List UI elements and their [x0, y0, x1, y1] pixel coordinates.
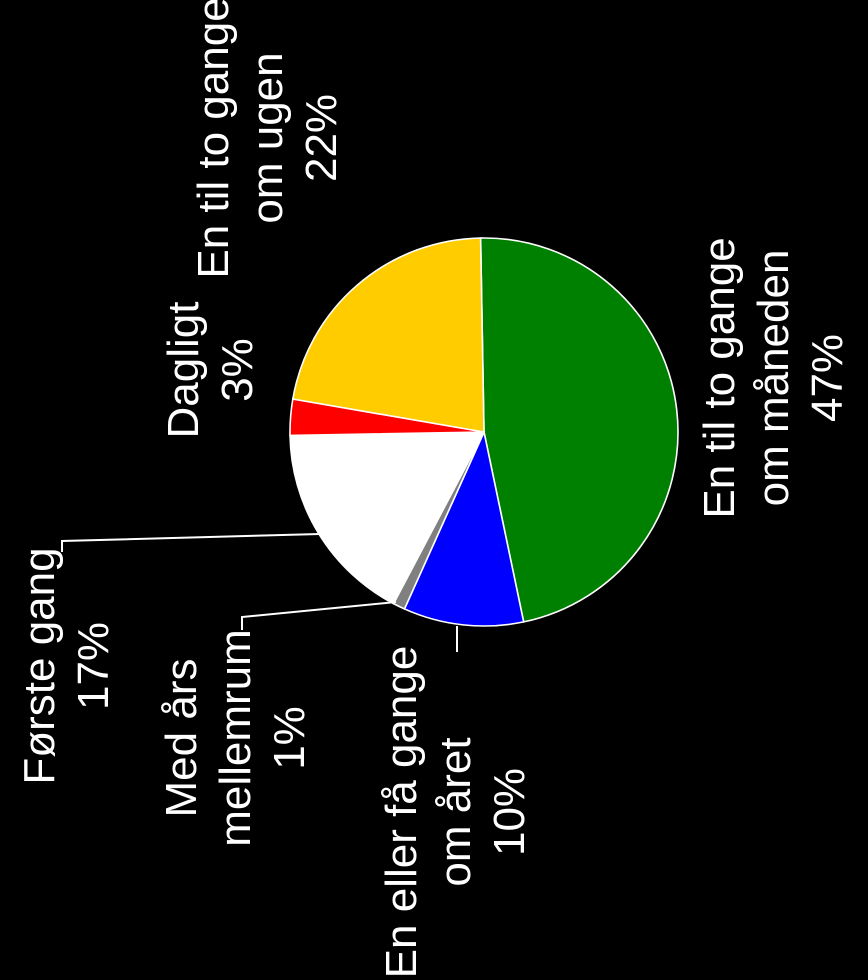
leader-line-foerste-gang — [61, 533, 321, 552]
pie-slice-5 — [291, 237, 485, 433]
label-dagligt: Dagligt 3% — [159, 302, 262, 439]
label-line: Med års — [157, 659, 206, 818]
pie-slice-1 — [403, 429, 525, 627]
value-label: 17% — [69, 622, 118, 710]
label-line: En til to gange — [189, 0, 238, 279]
label-foerste-gang: Første gang 17% — [15, 547, 118, 784]
label-line: Dagligt — [159, 302, 208, 439]
leader-line-med-aars-mellemrum — [241, 601, 397, 630]
leader-lines — [61, 533, 458, 652]
label-med-aars-mellemrum: Med års mellemrum 1% — [157, 629, 314, 847]
value-label: 10% — [485, 768, 534, 856]
label-line: om ugen — [243, 52, 292, 223]
value-label: 1% — [265, 706, 314, 770]
label-en-til-to-gange-maaneden: En til to gange om måneden 47% — [695, 237, 852, 518]
label-line: En til to gange — [695, 237, 744, 518]
label-line: om måneden — [749, 250, 798, 507]
pie-slices — [289, 237, 679, 627]
label-line: Første gang — [15, 547, 64, 784]
label-en-til-to-gange-ugen: En til to gange om ugen 22% — [189, 0, 346, 279]
label-line: om året — [431, 737, 480, 886]
pie-slice-0 — [479, 237, 679, 623]
value-label: 47% — [803, 334, 852, 422]
label-line: En eller få gange — [377, 646, 426, 979]
label-line: mellemrum — [211, 629, 260, 847]
value-label: 3% — [213, 338, 262, 402]
value-label: 22% — [297, 94, 346, 182]
label-en-eller-faa-gange-aaret: En eller få gange om året 10% — [377, 646, 534, 979]
